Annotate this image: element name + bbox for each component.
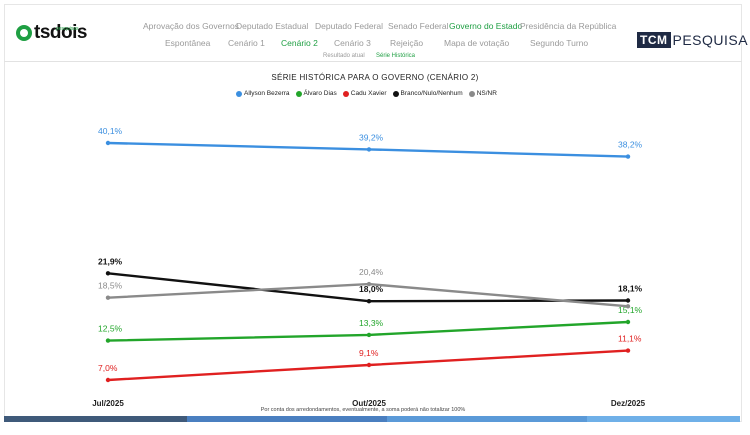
- data-label: 39,2%: [359, 132, 384, 142]
- chart-title: SÉRIE HISTÓRICA PARA O GOVERNO (CENÁRIO …: [271, 73, 479, 82]
- legend-dot-icon: [392, 90, 399, 97]
- data-label: 18,0%: [359, 284, 384, 294]
- data-point[interactable]: [625, 304, 631, 309]
- chart-legend: Allyson Bezerra Álvaro Dias Cadu Xavier Bra…: [236, 90, 497, 97]
- data-label: 18,1%: [618, 284, 643, 294]
- data-point[interactable]: [366, 147, 372, 152]
- nav-item-deputado-federal[interactable]: Deputado Federal: [315, 21, 384, 31]
- data-point[interactable]: [625, 298, 631, 303]
- nav-item-cen-rio-3[interactable]: Cenário 3: [334, 38, 371, 48]
- data-point[interactable]: [625, 319, 631, 325]
- legend-item[interactable]: Branco/Nulo/Nenhum: [392, 90, 463, 97]
- data-label: 40,1%: [98, 126, 123, 136]
- legend-label: Branco/Nulo/Nenhum: [400, 90, 463, 97]
- data-point[interactable]: [105, 377, 111, 383]
- legend-label: Cadu Xavier: [350, 90, 387, 97]
- header: tsdois pesquisas Aprovação dos Governos D…: [4, 4, 748, 62]
- x-tick-label: Jul/2025: [92, 399, 124, 408]
- data-label: 9,1%: [359, 348, 379, 358]
- brand-text: PESQUISA: [672, 32, 749, 48]
- data-label: 38,2%: [618, 140, 643, 150]
- tcm-pesquisa-logo: TCM PESQUISA: [637, 32, 748, 48]
- bottom-color-bar: [4, 416, 740, 422]
- legend-item[interactable]: Allyson Bezerra: [236, 90, 290, 97]
- data-label: 15,1%: [618, 305, 643, 315]
- data-label: 21,9%: [98, 256, 123, 266]
- data-point[interactable]: [625, 348, 631, 353]
- data-point[interactable]: [105, 338, 111, 343]
- chart-frame: [4, 4, 742, 422]
- data-label: 20,4%: [359, 267, 384, 277]
- footnote: Por conta dos arredondamentos, eventualm…: [261, 407, 466, 413]
- nav-item-segundo-turno[interactable]: Segundo Turno: [530, 38, 589, 48]
- data-point[interactable]: [366, 362, 372, 368]
- nav-item-resultado-atual[interactable]: Resultado atual: [323, 53, 365, 59]
- nav-item-espont-nea[interactable]: Espontânea: [165, 38, 211, 48]
- legend-label: Álvaro Dias: [303, 90, 337, 97]
- nav-item-cen-rio-2[interactable]: Cenário 2: [281, 38, 318, 48]
- data-point[interactable]: [366, 332, 372, 338]
- legend-item[interactable]: Álvaro Dias: [295, 90, 337, 97]
- legend-dot-icon: [468, 90, 475, 97]
- legend-dot-icon: [295, 90, 302, 97]
- x-tick-label: Dez/2025: [611, 399, 646, 408]
- legend-dot-icon: [342, 90, 349, 97]
- legend-item[interactable]: Cadu Xavier: [342, 90, 387, 97]
- data-point[interactable]: [366, 299, 372, 304]
- nav-item-s-rie-hist-rica[interactable]: Série Histórica: [376, 53, 416, 59]
- data-label: 12,5%: [98, 324, 123, 334]
- nav-item-deputado-estadual[interactable]: Deputado Estadual: [236, 21, 309, 31]
- logo-subtext: pesquisas: [56, 26, 79, 32]
- legend-label: Allyson Bezerra: [244, 90, 290, 97]
- nav-item-governo-do-estado[interactable]: Governo do Estado: [449, 21, 523, 31]
- nav-item-rejei-o[interactable]: Rejeição: [390, 38, 424, 48]
- legend-dot-icon: [236, 90, 242, 97]
- data-point[interactable]: [105, 271, 111, 276]
- nav-item-presid-ncia-da-rep-blica[interactable]: Presidência da República: [520, 21, 617, 31]
- data-label: 7,0%: [98, 363, 118, 373]
- tsdois-logo[interactable]: tsdois: [16, 22, 87, 44]
- data-label: 11,1%: [618, 334, 642, 344]
- nav-item-senado-federal[interactable]: Senado Federal: [388, 21, 449, 31]
- data-label: 13,3%: [359, 318, 384, 328]
- data-point[interactable]: [105, 295, 111, 300]
- data-point[interactable]: [105, 140, 111, 146]
- legend-item[interactable]: NS/NR: [468, 90, 497, 97]
- data-label: 18,5%: [98, 281, 123, 291]
- nav-item-mapa-de-vota-o[interactable]: Mapa de votação: [444, 38, 510, 48]
- x-tick-label: Out/2025: [352, 399, 386, 408]
- legend-label: NS/NR: [476, 90, 497, 97]
- data-point[interactable]: [625, 154, 631, 159]
- logo-text: tsdois: [34, 22, 87, 43]
- logo-circle-icon: [16, 25, 32, 41]
- nav-item-aprova-o-dos-governos[interactable]: Aprovação dos Governos: [143, 21, 239, 31]
- brand-box: TCM: [637, 32, 671, 48]
- nav-item-cen-rio-1[interactable]: Cenário 1: [228, 38, 265, 48]
- data-point[interactable]: [366, 281, 372, 287]
